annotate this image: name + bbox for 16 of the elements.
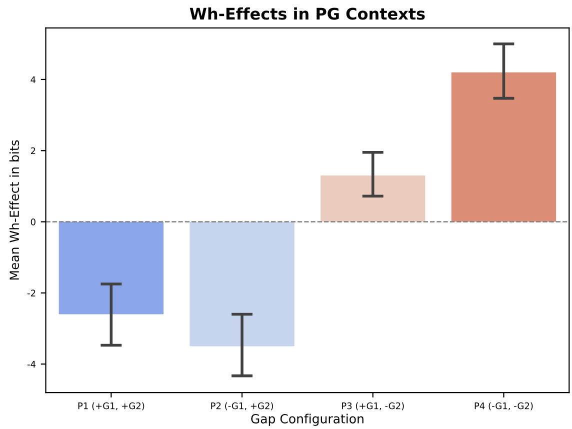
bar [190,222,294,346]
x-tick-label: P1 (+G1, +G2) [78,402,144,410]
x-tick-label: P2 (-G1, +G2) [211,402,273,410]
y-tick-label: -2 [27,290,36,296]
bar [451,72,556,222]
y-tick-label: 4 [30,76,36,83]
bar [320,176,426,222]
x-axis-title: Gap Configuration [251,414,364,426]
y-tick-label: -4 [27,360,36,368]
y-axis-title: Mean Wh-Effect in bits [9,140,20,280]
x-tick-label: P3 (+G1, -G2) [342,402,404,410]
y-tick-label: 2 [30,147,36,154]
y-tick-label: 0 [30,218,36,226]
bar [58,222,164,314]
chart-title: Wh-Effects in PG Contexts [190,7,425,20]
x-tick-label: P4 (-G1, -G2) [474,402,533,410]
